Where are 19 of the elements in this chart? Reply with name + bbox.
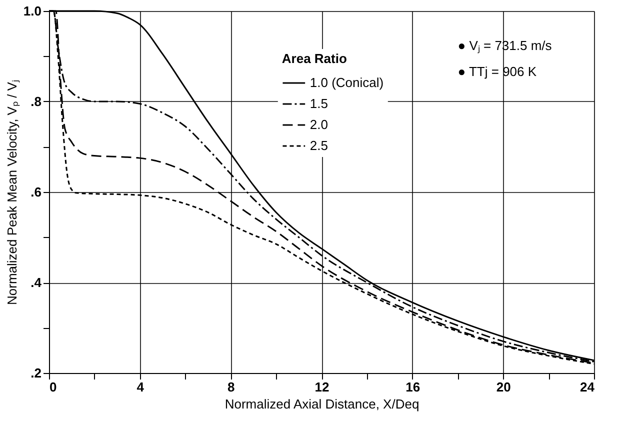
y-tick-label: .2 bbox=[30, 366, 42, 380]
x-axis-title: Normalized Axial Distance, X/Deq bbox=[224, 396, 420, 412]
legend-label: 2.0 bbox=[310, 117, 328, 132]
x-tick-label: 24 bbox=[580, 380, 596, 394]
legend-label: 2.5 bbox=[310, 138, 328, 153]
legend-title: Area Ratio bbox=[282, 51, 347, 66]
y-tick-label: .8 bbox=[30, 94, 42, 109]
x-tick-label: 16 bbox=[406, 380, 420, 394]
legend-label: 1.0 (Conical) bbox=[310, 75, 384, 90]
x-tick-label: 4 bbox=[136, 380, 145, 394]
y-tick-label: .4 bbox=[30, 275, 42, 290]
x-tick-label: 20 bbox=[496, 380, 511, 394]
x-tick-label: 12 bbox=[314, 380, 330, 394]
x-tick-label: 0 bbox=[50, 380, 57, 394]
y-axis-title: Normalized Peak Mean Velocity, Vₚ / Vⱼ bbox=[4, 80, 20, 305]
y-tick-label: 1.0 bbox=[23, 4, 42, 18]
legend-label: 1.5 bbox=[310, 96, 328, 111]
x-tick-label: 8 bbox=[228, 380, 235, 394]
y-tick-label: .6 bbox=[30, 184, 42, 200]
